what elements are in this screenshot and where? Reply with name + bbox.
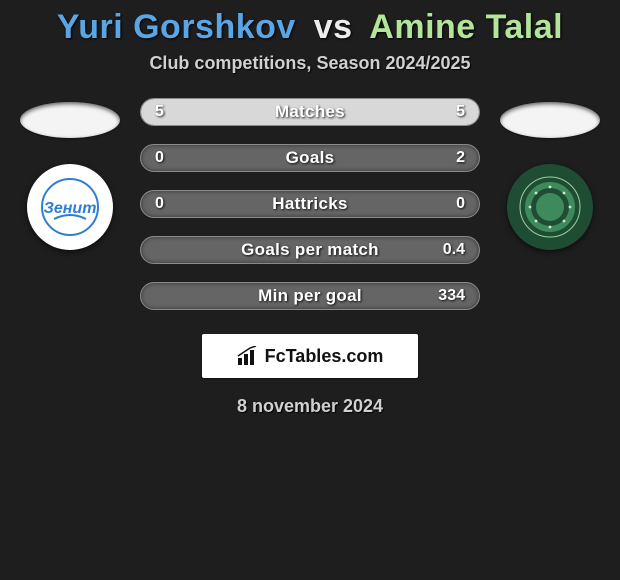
stat-label: Matches [141,99,479,125]
date-text: 8 november 2024 [0,396,620,417]
brand-badge: FcTables.com [202,334,418,378]
stat-bars: Matches55Goals02Hattricks00Goals per mat… [140,98,480,310]
stat-value-right: 5 [456,99,465,125]
stat-bar: Goals0 2 [140,144,480,172]
left-side: Зенит [10,98,130,250]
vs-text: vs [306,8,361,46]
stat-value-left: 5 [155,99,164,125]
stat-value-left: 0 [155,191,164,217]
stat-value-right: 334 [438,283,465,309]
stat-bar: Goals per match0.4 [140,236,480,264]
stat-bar: Hattricks0 0 [140,190,480,218]
stat-value-right: 2 [456,145,465,171]
stat-bar: Matches5 5 [140,98,480,126]
player2-flag [500,102,600,138]
player2-name: Amine Talal [369,8,563,46]
content-row: Зенит Matches55Goals02Hattricks00Goals p… [0,98,620,310]
brand-text: FcTables.com [265,346,384,367]
player1-club-crest: Зенит [27,164,113,250]
player1-name: Yuri Gorshkov [57,8,296,46]
page-title: Yuri Gorshkov vs Amine Talal [0,0,620,53]
terek-crest-icon [518,175,582,239]
stat-value-right: 0.4 [443,237,465,263]
zenit-crest-icon: Зенит [40,177,100,237]
stat-label: Goals per match [141,237,479,263]
right-side [490,98,610,250]
stat-label: Min per goal [141,283,479,309]
stat-label: Goals [141,145,479,171]
chart-icon [237,346,259,366]
subtitle: Club competitions, Season 2024/2025 [0,53,620,98]
stat-bar: Min per goal334 [140,282,480,310]
stat-value-right: 0 [456,191,465,217]
player2-club-crest [507,164,593,250]
player1-flag [20,102,120,138]
comparison-card: Yuri Gorshkov vs Amine Talal Club compet… [0,0,620,417]
stat-value-left: 0 [155,145,164,171]
stat-label: Hattricks [141,191,479,217]
